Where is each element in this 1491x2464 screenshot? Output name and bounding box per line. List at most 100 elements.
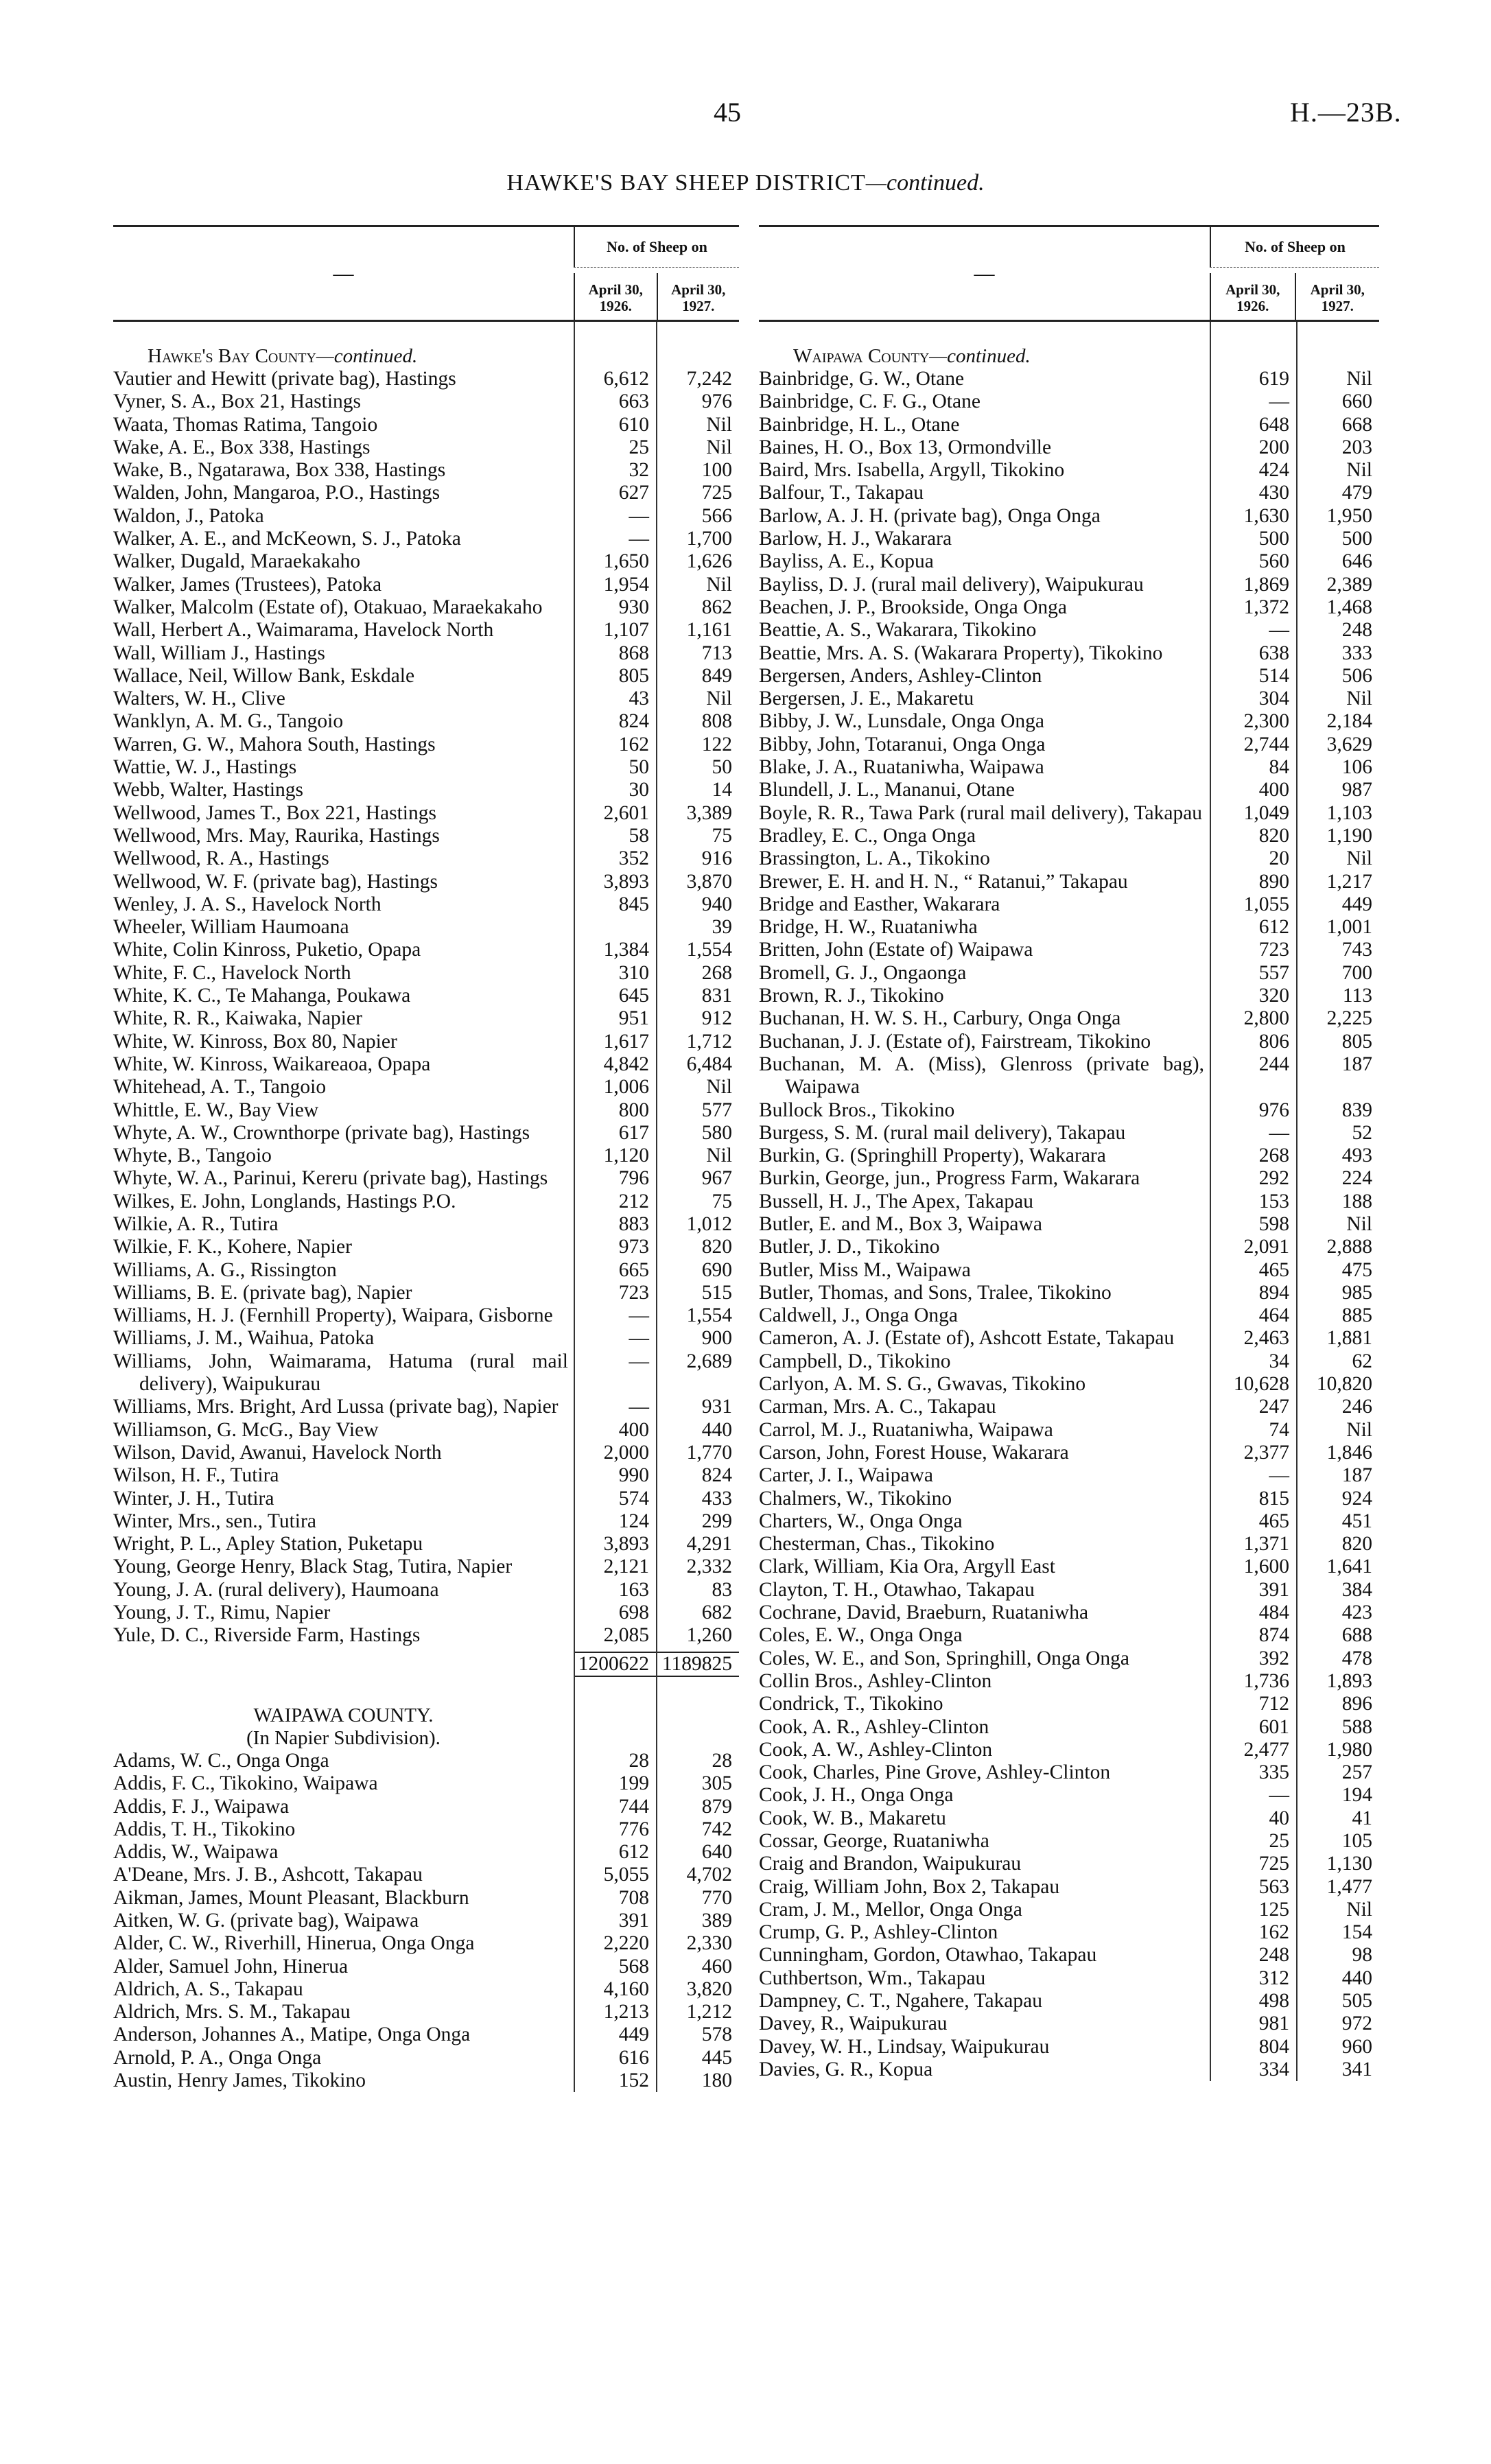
sheep-1926: 50: [629, 756, 650, 779]
table-row: Waldon, J., Patoka — 566: [113, 505, 739, 528]
right-table: — No. of Sheep on April 30, 1926. April 30,…: [759, 225, 1379, 2082]
table-row: Cook, Charles, Pine Grove, Ashley-Clinto…: [759, 1761, 1379, 1784]
sheep-1927: 98: [1352, 1944, 1373, 1967]
sheep-1926: 663: [618, 390, 649, 413]
sheep-1926: 805: [618, 664, 649, 687]
sheep-1926: 2,121: [603, 1556, 649, 1578]
sheep-1927: 808: [701, 710, 732, 733]
owner-name: Wilkie, F. K., Kohere, Napier: [113, 1236, 352, 1258]
owner-name: Chesterman, Chas., Tikokino: [759, 1533, 995, 1556]
owner-name: Davey, R., Waipukurau: [759, 2013, 948, 2035]
sheep-1926: 601: [1258, 1715, 1289, 1738]
table-row: White, R. R., Kaiwaka, Napier 951 912: [113, 1007, 739, 1030]
table-row: Bergersen, Anders, Ashley-Clinton 514 506: [759, 665, 1379, 688]
section-heading-text: Hawke's Bay County: [148, 345, 316, 367]
sheep-1926: 30: [629, 779, 650, 801]
table-row: Brewer, E. H. and H. N., “ Ratanui,” Tak…: [759, 871, 1379, 893]
sheep-1926: 320: [1258, 985, 1289, 1007]
owner-name: Winter, Mrs., sen., Tutira: [113, 1510, 316, 1532]
sheep-1927: 688: [1341, 1624, 1372, 1647]
sheep-1927: 1,477: [1326, 1875, 1372, 1898]
sheep-1927: 713: [701, 642, 732, 664]
owner-name: Webb, Walter, Hastings: [113, 779, 303, 801]
sheep-1926: 824: [618, 710, 649, 733]
table-row: Whyte, A. W., Crownthorpe (private bag),…: [113, 1122, 739, 1145]
table-row: Butler, E. and M., Box 3, Waipawa 598 Nil: [759, 1213, 1379, 1236]
sheep-1926: 598: [1258, 1212, 1289, 1235]
table-row: Wall, William J., Hastings 868 713: [113, 642, 739, 665]
table-row: White, F. C., Havelock North 310 268: [113, 962, 739, 985]
sheep-1927: 839: [1341, 1099, 1372, 1121]
owner-name: Brown, R. J., Tikokino: [759, 985, 944, 1007]
table-row: Bainbridge, G. W., Otane 619 Nil: [759, 368, 1379, 390]
sheep-1927: Nil: [1346, 368, 1372, 390]
sheep-1926: 58: [629, 824, 650, 847]
table-row: Wilson, H. F., Tutira 990 824: [113, 1464, 739, 1487]
sheep-1927: 1,641: [1326, 1556, 1372, 1578]
sheep-1927: 268: [701, 961, 732, 984]
sheep-1927: 2,888: [1326, 1236, 1372, 1258]
table-row: Cochrane, David, Braeburn, Ruataniwha 484…: [759, 1601, 1379, 1624]
sheep-1927: 105: [1341, 1830, 1372, 1852]
owner-name: Williamson, G. McG., Bay View: [113, 1418, 379, 1441]
sheep-1926: 894: [1258, 1281, 1289, 1304]
owner-name: Addis, F. C., Tikokino, Waipawa: [113, 1772, 378, 1795]
owner-name: Wall, William J., Hastings: [113, 642, 325, 664]
sheep-1927: 824: [701, 1464, 732, 1487]
table-row: Beattie, A. S., Wakarara, Tikokino — 248: [759, 619, 1379, 642]
owner-name: Dampney, C. T., Ngahere, Takapau: [759, 1990, 1042, 2013]
table-row: Bayliss, A. E., Kopua 560 646: [759, 550, 1379, 573]
table-row: Butler, Thomas, and Sons, Tralee, Tikoki…: [759, 1282, 1379, 1304]
table-row: Craig, William John, Box 2, Takapau 563 1,…: [759, 1876, 1379, 1899]
table-row: Baird, Mrs. Isabella, Argyll, Tikokino 42…: [759, 459, 1379, 482]
sheep-1926: 610: [618, 413, 649, 436]
title-text: HAWKE'S BAY SHEEP DISTRICT: [506, 170, 866, 196]
owner-name: Beattie, A. S., Wakarara, Tikokino: [759, 619, 1037, 642]
owner-name: Aitken, W. G. (private bag), Waipawa: [113, 1910, 419, 1932]
owner-name: Caldwell, J., Onga Onga: [759, 1304, 959, 1327]
table-row: Chesterman, Chas., Tikokino 1,371 820: [759, 1533, 1379, 1556]
sheep-1926: 744: [618, 1795, 649, 1818]
sheep-1926: 392: [1258, 1647, 1289, 1669]
table-row: Buchanan, J. J. (Estate of), Fairstream,…: [759, 1031, 1379, 1053]
table-row: Whitehead, A. T., Tangoio 1,006 Nil: [113, 1076, 739, 1099]
owner-name: Clayton, T. H., Otawhao, Takapau: [759, 1578, 1035, 1601]
table-row: Baines, H. O., Box 13, Ormondville 200 203: [759, 436, 1379, 459]
table-row: Crump, G. P., Ashley-Clinton 162 154: [759, 1921, 1379, 1944]
sheep-1926: 1,120: [603, 1145, 649, 1167]
sheep-1926: —: [629, 1327, 650, 1350]
sheep-1926: 665: [618, 1258, 649, 1281]
sheep-1927: 389: [701, 1910, 732, 1932]
sheep-1926: 124: [618, 1510, 649, 1532]
sheep-1926: 568: [618, 1955, 649, 1978]
owner-name: Williams, B. E. (private bag), Napier: [113, 1281, 412, 1304]
table-row: Whyte, B., Tangoio 1,120 Nil: [113, 1145, 739, 1167]
sheep-1927: 1,217: [1326, 870, 1372, 893]
owner-name: Yule, D. C., Riverside Farm, Hastings: [113, 1624, 421, 1647]
sheep-1926: 84: [1269, 756, 1290, 779]
table-row: Whittle, E. W., Bay View 800 577: [113, 1099, 739, 1122]
sheep-1927: 588: [1341, 1715, 1372, 1738]
sheep-1927: 479: [1341, 482, 1372, 504]
table-row: Davey, R., Waipukurau 981 972: [759, 2013, 1379, 2035]
sheep-1927: 52: [1352, 1121, 1373, 1144]
sheep-1926: 868: [618, 642, 649, 664]
sheep-1927: 515: [701, 1281, 732, 1304]
sheep-1927: 725: [701, 482, 732, 504]
sheep-1927: 879: [701, 1795, 732, 1818]
sheep-1927: 41: [1352, 1807, 1373, 1829]
sheep-1927: 682: [701, 1601, 732, 1624]
sheep-1927: 580: [701, 1121, 732, 1144]
sheep-1927: 1,626: [686, 550, 732, 573]
owner-name: Alder, C. W., Riverhill, Hinerua, Onga O…: [113, 1932, 475, 1955]
table-row: Vyner, S. A., Box 21, Hastings 663 976: [113, 390, 739, 413]
table-row: Wanklyn, A. M. G., Tangoio 824 808: [113, 710, 739, 733]
sheep-1927: 224: [1341, 1167, 1372, 1190]
table-header: — No. of Sheep on April 30, 1926. April 30,…: [113, 225, 739, 322]
sheep-1927: 972: [1341, 2013, 1372, 2035]
table-row: Burkin, G. (Springhill Property), Wakara…: [759, 1145, 1379, 1167]
sheep-1927: 3,870: [686, 870, 732, 893]
sheep-1926: 815: [1258, 1487, 1289, 1510]
owner-name: Arnold, P. A., Onga Onga: [113, 2046, 322, 2069]
owner-name: Blundell, J. L., Mananui, Otane: [759, 779, 1015, 801]
